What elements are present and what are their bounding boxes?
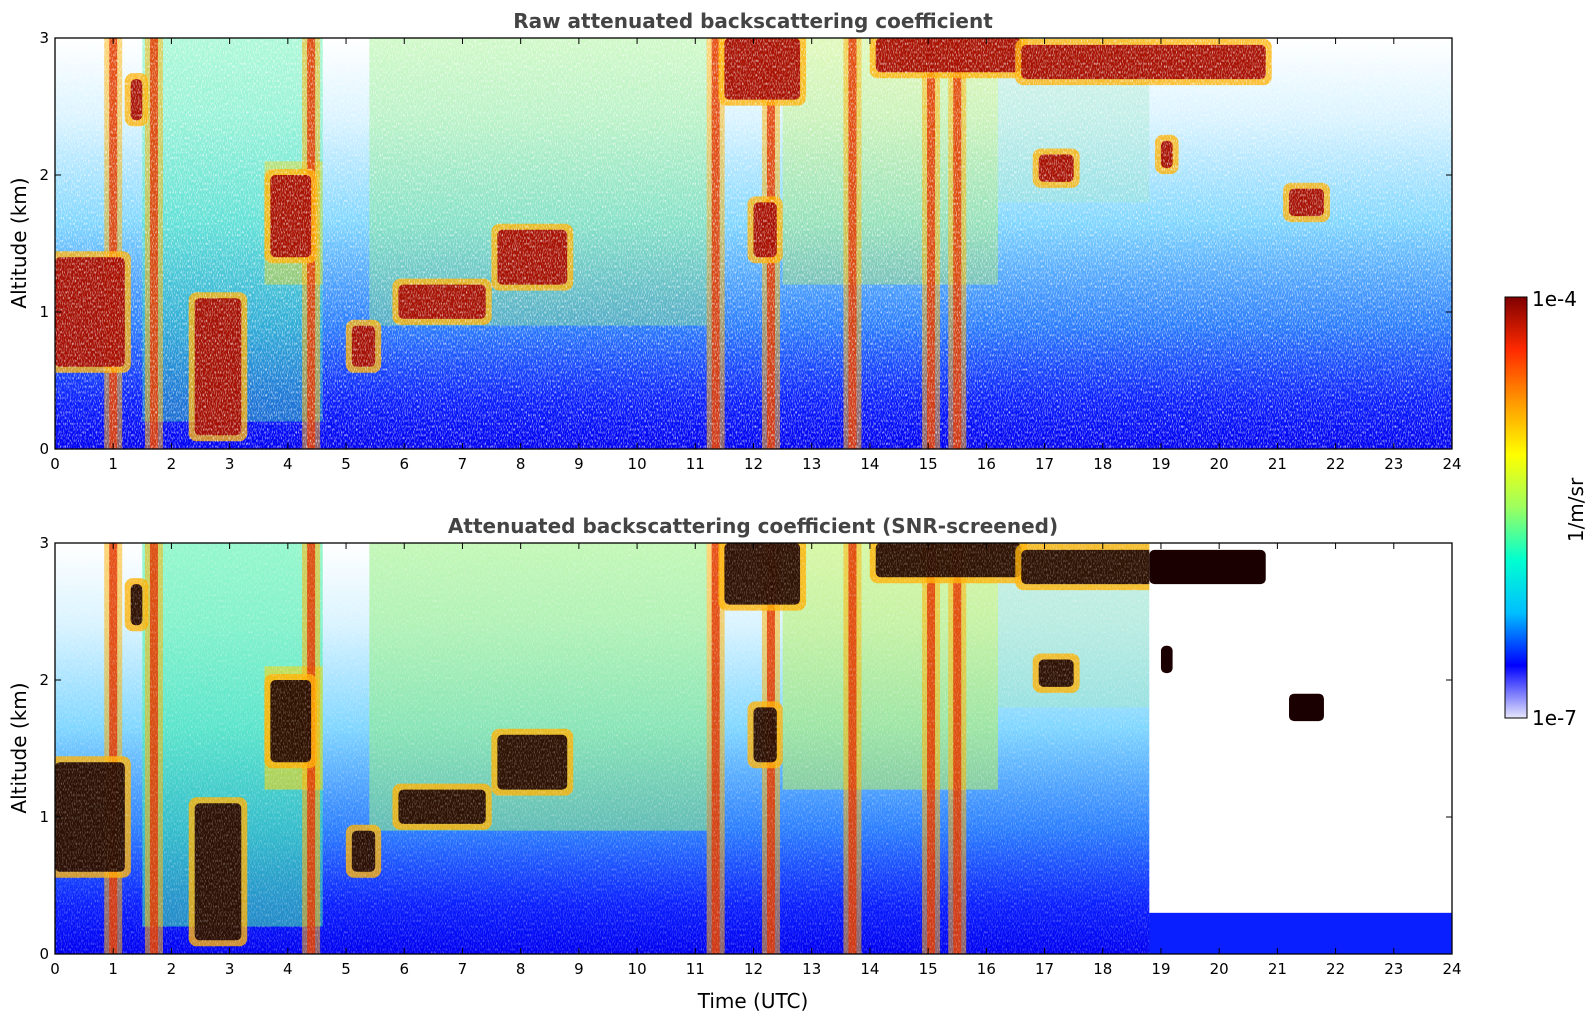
x-tick-label: 4 bbox=[283, 455, 293, 473]
x-tick-label: 22 bbox=[1326, 455, 1345, 473]
x-tick-label: 23 bbox=[1384, 960, 1403, 978]
x-tick-label: 5 bbox=[341, 455, 351, 473]
x-tick-label: 20 bbox=[1210, 455, 1229, 473]
x-tick-label: 24 bbox=[1442, 455, 1461, 473]
x-tick-label: 7 bbox=[458, 960, 468, 978]
screened-gap bbox=[1149, 543, 1452, 913]
x-tick-label: 10 bbox=[628, 455, 647, 473]
x-tick-label: 13 bbox=[802, 960, 821, 978]
x-tick-label: 19 bbox=[1151, 960, 1170, 978]
y-axis-label-screened: Altitude (km) bbox=[7, 682, 31, 813]
x-tick-label: 14 bbox=[860, 960, 879, 978]
colorbar-max-label: 1e-4 bbox=[1532, 287, 1577, 311]
x-tick-label: 11 bbox=[686, 455, 705, 473]
raw-backscatter-panel: Raw attenuated backscattering coefficien… bbox=[7, 9, 1462, 473]
x-tick-label: 18 bbox=[1093, 455, 1112, 473]
x-tick-label: 9 bbox=[574, 960, 584, 978]
x-tick-label: 13 bbox=[802, 455, 821, 473]
screened-backscatter-heatmap bbox=[55, 543, 1452, 954]
x-tick-label: 1 bbox=[108, 960, 118, 978]
x-tick-label: 17 bbox=[1035, 455, 1054, 473]
panel-title-screened: Attenuated backscattering coefficient (S… bbox=[448, 514, 1058, 538]
y-tick-label: 3 bbox=[39, 534, 49, 552]
colorbar: 1e-4 1e-7 1/m/sr bbox=[1504, 287, 1588, 730]
panel-title-raw: Raw attenuated backscattering coefficien… bbox=[513, 9, 993, 33]
y-axis-label-raw: Altitude (km) bbox=[7, 177, 31, 308]
y-tick-label: 2 bbox=[39, 671, 49, 689]
y-tick-label: 1 bbox=[39, 303, 49, 321]
x-tick-label: 0 bbox=[50, 960, 60, 978]
x-tick-label: 21 bbox=[1268, 455, 1287, 473]
x-tick-label: 8 bbox=[516, 960, 526, 978]
y-tick-label: 2 bbox=[39, 166, 49, 184]
y-tick-label: 1 bbox=[39, 808, 49, 826]
x-tick-label: 24 bbox=[1442, 960, 1461, 978]
cloud-layer bbox=[1149, 549, 1266, 585]
x-tick-label: 5 bbox=[341, 960, 351, 978]
x-tick-label: 14 bbox=[860, 455, 879, 473]
x-tick-label: 4 bbox=[283, 960, 293, 978]
screened-gap-ground bbox=[1149, 912, 1452, 954]
noise-texture bbox=[55, 38, 1452, 449]
x-tick-label: 1 bbox=[108, 455, 118, 473]
x-tick-label: 18 bbox=[1093, 960, 1112, 978]
x-tick-label: 15 bbox=[919, 455, 938, 473]
x-tick-label: 2 bbox=[167, 455, 177, 473]
cloud-layer bbox=[1160, 645, 1173, 674]
x-axis-label: Time (UTC) bbox=[697, 989, 809, 1013]
y-tick-label: 0 bbox=[39, 945, 49, 963]
x-tick-label: 15 bbox=[919, 960, 938, 978]
x-tick-label: 16 bbox=[977, 960, 996, 978]
x-tick-label: 16 bbox=[977, 455, 996, 473]
x-tick-label: 19 bbox=[1151, 455, 1170, 473]
x-tick-label: 12 bbox=[744, 455, 763, 473]
x-tick-label: 3 bbox=[225, 960, 235, 978]
colorbar-gradient bbox=[1504, 296, 1528, 719]
cloud-layer bbox=[1289, 693, 1324, 722]
x-tick-label: 9 bbox=[574, 455, 584, 473]
x-tick-label: 8 bbox=[516, 455, 526, 473]
colorbar-unit-label: 1/m/sr bbox=[1564, 477, 1588, 542]
x-tick-label: 10 bbox=[628, 960, 647, 978]
x-tick-label: 22 bbox=[1326, 960, 1345, 978]
y-tick-label: 0 bbox=[39, 440, 49, 458]
x-tick-label: 20 bbox=[1210, 960, 1229, 978]
axes-screened: 0 1 2 3 4 5 6 7 8 9 10 11 12 13 14 15 16 17 18 19 20 21 22 23 24… bbox=[39, 534, 1461, 978]
x-tick-label: 17 bbox=[1035, 960, 1054, 978]
x-tick-label: 7 bbox=[458, 455, 468, 473]
x-tick-label: 11 bbox=[686, 960, 705, 978]
y-tick-label: 3 bbox=[39, 29, 49, 47]
x-tick-label: 2 bbox=[167, 960, 177, 978]
screened-backscatter-panel: Attenuated backscattering coefficient (S… bbox=[7, 514, 1462, 1013]
x-tick-label: 0 bbox=[50, 455, 60, 473]
x-tick-label: 6 bbox=[399, 960, 409, 978]
colorbar-min-label: 1e-7 bbox=[1532, 706, 1577, 730]
axes-raw: 0 1 2 3 4 5 6 7 8 9 10 11 12 13 14 15 16 17 18 19 20 21 22 23 24… bbox=[39, 29, 1461, 473]
raw-backscatter-heatmap bbox=[55, 38, 1452, 449]
x-tick-label: 12 bbox=[744, 960, 763, 978]
x-tick-label: 6 bbox=[399, 455, 409, 473]
x-tick-label: 21 bbox=[1268, 960, 1287, 978]
x-tick-label: 23 bbox=[1384, 455, 1403, 473]
x-tick-label: 3 bbox=[225, 455, 235, 473]
